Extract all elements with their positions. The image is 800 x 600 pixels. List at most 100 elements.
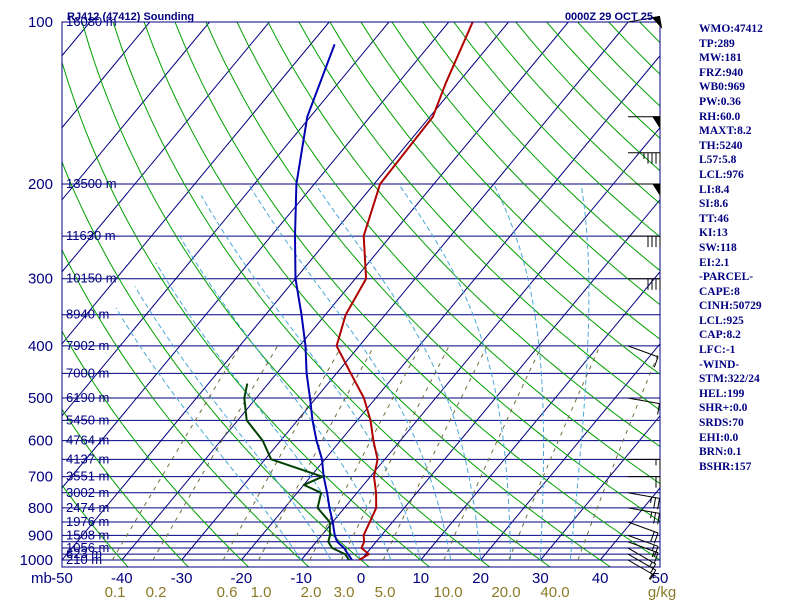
- height-label: 7902 m: [66, 338, 109, 353]
- isotherm: [420, 271, 660, 561]
- isotherm: [62, 22, 330, 345]
- wind-barb-feather: [657, 403, 661, 415]
- isotherm: [62, 22, 270, 273]
- height-label: 13500 m: [66, 176, 117, 191]
- pressure-tick-label: 400: [28, 338, 53, 355]
- dry-adiabat: [62, 484, 129, 567]
- temperature-tick-label: -20: [231, 570, 253, 587]
- mixing-ratio-line: [443, 345, 543, 561]
- height-label: 5450 m: [66, 412, 109, 427]
- pressure-tick-label: 800: [28, 500, 53, 517]
- moist-adiabat: [247, 183, 452, 561]
- dry-adiabat: [205, 22, 660, 523]
- index-item: CAP:8.2: [699, 329, 741, 342]
- isotherm: [0, 22, 30, 560]
- temperature-tick-label: -30: [171, 570, 193, 587]
- wind-barb: [628, 183, 661, 197]
- height-label: 8940 m: [66, 307, 109, 322]
- dry-adiabat: [267, 22, 660, 448]
- isotherm: [62, 22, 151, 129]
- isotherm: [540, 415, 660, 561]
- index-item: TP:289: [699, 37, 735, 50]
- wind-barb-feather: [657, 513, 661, 525]
- index-item: WMO:47412: [699, 23, 763, 35]
- wind-barb-staff: [627, 492, 660, 499]
- index-item: SW:118: [699, 241, 737, 254]
- index-item: -PARCEL-: [699, 271, 754, 284]
- dry-adiabat: [298, 22, 660, 411]
- mixing-ratio-line: [152, 345, 279, 561]
- mixing-ratio-line: [382, 345, 488, 561]
- mixing-ratio-tick-label: 20.0: [491, 584, 520, 600]
- height-label: 7000 m: [66, 365, 109, 380]
- wind-barb-half-feather: [650, 511, 653, 519]
- wind-barb: [627, 521, 659, 544]
- wind-barb-flag: [652, 183, 661, 197]
- index-item: SHR+:0.0: [699, 402, 748, 415]
- wind-barb-half-feather: [648, 573, 653, 580]
- pressure-tick-label: 300: [28, 271, 53, 288]
- pressure-tick-label: 200: [28, 176, 53, 193]
- isotherm: [62, 22, 509, 561]
- index-item: PW:0.36: [699, 95, 741, 108]
- dewpoint-profile: [243, 383, 350, 561]
- wind-barb-feather: [653, 512, 657, 524]
- index-item: LCL:925: [699, 314, 744, 327]
- moist-adiabat: [314, 183, 482, 561]
- wind-barb: [627, 507, 661, 525]
- dry-adiabat: [236, 22, 660, 485]
- pressure-tick-label: 500: [28, 390, 53, 407]
- mixing-ratio-tick-label: 0.6: [217, 584, 238, 600]
- index-item: LI:8.4: [699, 183, 730, 196]
- mixing-ratio-line: [309, 345, 421, 561]
- wind-barb: [628, 235, 661, 248]
- mixing-ratio-line: [111, 345, 241, 561]
- mixing-ratio-line: [340, 345, 450, 561]
- wind-barb-feather: [657, 498, 661, 510]
- temperature-tick-label: 20: [472, 570, 489, 587]
- index-item: L57:5.8: [699, 154, 737, 167]
- height-label: 6190 m: [66, 390, 109, 405]
- mixing-ratio-tick-label: 0.2: [146, 584, 167, 600]
- index-item: HEL:199: [699, 387, 745, 400]
- wind-barb-flag: [652, 116, 661, 130]
- plot-frame: [61, 21, 661, 568]
- index-item: TT:46: [699, 212, 729, 225]
- wind-barb-feather: [653, 497, 657, 509]
- temperature-profile: [335, 22, 474, 561]
- wind-barb: [628, 152, 661, 164]
- index-item: WB0:969: [699, 81, 745, 94]
- wind-barb: [627, 15, 663, 29]
- index-item: MAXT:8.2: [699, 125, 752, 138]
- temperature-tick-label: 40: [592, 570, 609, 587]
- wind-barb-half-feather: [651, 544, 655, 551]
- height-label: 1056 m: [66, 540, 109, 555]
- index-item: TH:5240: [699, 139, 743, 152]
- index-item: EI:2.1: [699, 256, 730, 269]
- moist-adiabat: [493, 183, 545, 561]
- wind-barb-feather: [653, 532, 659, 544]
- dry-adiabat: [174, 22, 660, 561]
- wind-barb-staff: [627, 507, 660, 514]
- mixing-ratio-tick-label: 10.0: [433, 584, 462, 600]
- y-axis-label: mb: [31, 570, 52, 587]
- moist-adiabat: [134, 286, 332, 561]
- mixing-ratio-tick-label: 2.0: [301, 584, 322, 600]
- dry-adiabat: [360, 22, 660, 340]
- indices-panel: WMO:47412 TP:289 MW:181 FRZ:940 WB0:969 PW:0.…: [699, 22, 799, 474]
- height-label: 1976 m: [66, 514, 109, 529]
- wind-barb-flag: [651, 15, 663, 29]
- profile-layer: [243, 22, 474, 561]
- index-item: MW:181: [699, 52, 742, 65]
- index-item: -WIND-: [699, 358, 740, 371]
- temperature-tick-label: -40: [111, 570, 133, 587]
- wind-barb-staff: [627, 547, 656, 565]
- index-item: SRDS:70: [699, 417, 744, 430]
- dry-adiabat: [422, 22, 660, 272]
- wind-barb-staff: [627, 397, 660, 405]
- index-item: LFC:-1: [699, 344, 736, 357]
- wind-barb: [628, 476, 661, 488]
- temperature-tick-label: 10: [412, 570, 429, 587]
- temperature-tick-label: 30: [532, 570, 549, 587]
